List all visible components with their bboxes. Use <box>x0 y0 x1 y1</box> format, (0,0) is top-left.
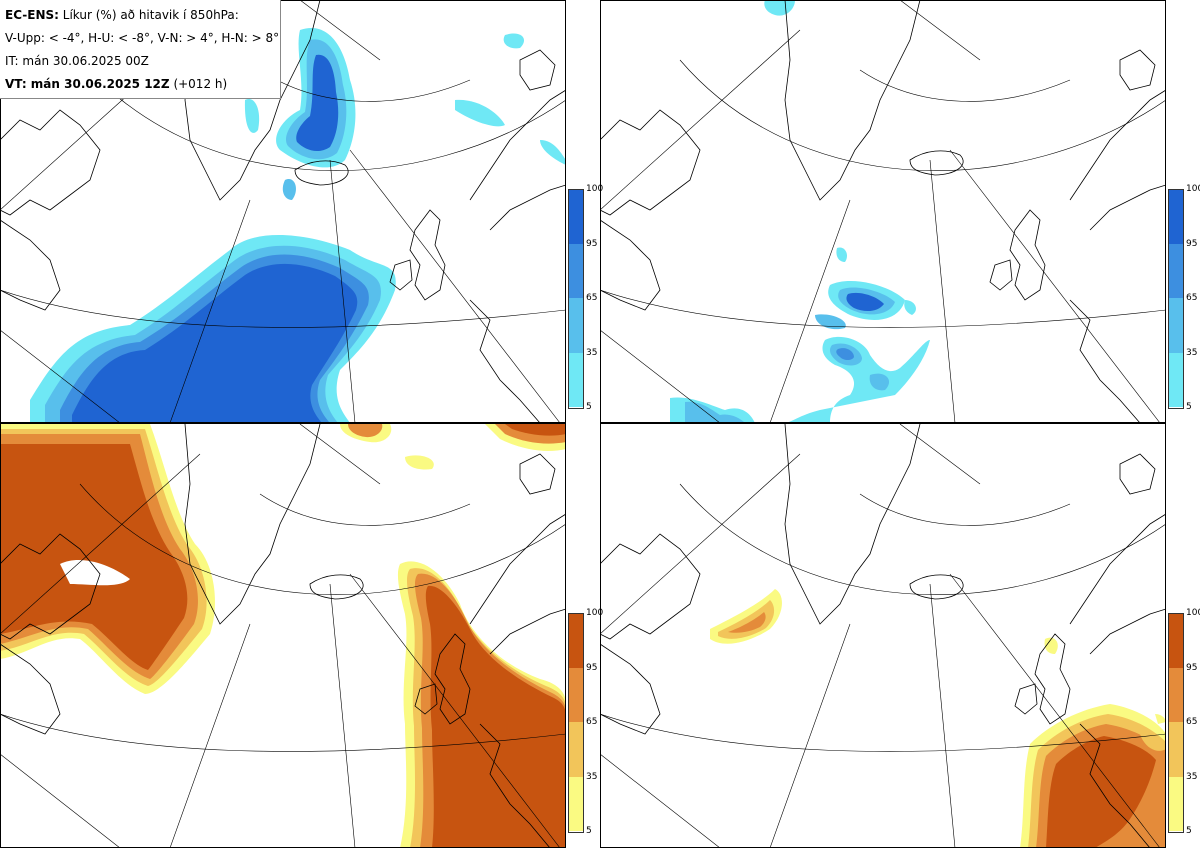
lead-time: (+012 h) <box>173 77 228 91</box>
probability-field-cold <box>670 0 930 423</box>
map-panel-top-right <box>600 0 1166 423</box>
colorbar-tick-label: 35 <box>586 348 598 358</box>
legend-title-line: EC-ENS: Líkur (%) að hitavik í 850hPa: <box>5 4 275 27</box>
valid-time: VT: mán 30.06.2025 12Z <box>5 77 170 91</box>
colorbar-tick-label: 95 <box>1186 663 1198 673</box>
colorbar-segment <box>568 353 584 407</box>
colorbar-segment <box>1168 668 1184 722</box>
colorbar-tick-label: 35 <box>1186 348 1198 358</box>
colorbar-cold-top-left: 100 95 65 35 5 <box>568 185 603 412</box>
colorbar-segment <box>568 668 584 722</box>
colorbar-tick-label: 100 <box>586 184 604 194</box>
graticule <box>600 0 1166 423</box>
colorbar-tick-label: 5 <box>1186 826 1192 836</box>
colorbar-segment <box>568 189 584 244</box>
model-name: EC-ENS: <box>5 8 59 22</box>
colorbar-tick-label: 100 <box>586 608 604 618</box>
coastlines <box>600 0 1166 423</box>
colorbar-segment <box>1168 244 1184 298</box>
colorbar-tick-label: 100 <box>1186 608 1200 618</box>
colorbar-tick-label: 35 <box>586 772 598 782</box>
map-panel-bottom-left <box>0 424 566 848</box>
probability-map-top-right <box>600 0 1166 423</box>
colorbar-tick-label: 5 <box>586 826 592 836</box>
colorbar-segment <box>568 777 584 831</box>
product-description: Líkur (%) að hitavik í 850hPa: <box>62 8 239 22</box>
colorbar-segment <box>1168 189 1184 244</box>
colorbar-segment <box>1168 298 1184 353</box>
colorbar-segment <box>568 722 584 777</box>
probability-field-warm <box>0 424 566 848</box>
colorbar-segment <box>1168 722 1184 777</box>
colorbar-segment <box>568 613 584 668</box>
probability-field-warm <box>710 589 1166 848</box>
colorbar-segment <box>1168 777 1184 831</box>
colorbar-tick-label: 65 <box>1186 293 1198 303</box>
valid-time-line: VT: mán 30.06.2025 12Z (+012 h) <box>5 73 275 96</box>
legend-box: EC-ENS: Líkur (%) að hitavik í 850hPa: V… <box>0 0 281 99</box>
colorbar-tick-label: 5 <box>586 402 592 412</box>
colorbar-tick-label: 65 <box>1186 717 1198 727</box>
colorbar-tick-label: 100 <box>1186 184 1200 194</box>
colorbar-warm-bottom-left: 100 95 65 35 5 <box>568 609 603 836</box>
colorbar-tick-label: 65 <box>586 717 598 727</box>
colorbar-warm-bottom-right: 100 95 65 35 5 <box>1168 609 1200 836</box>
colorbar-tick-label: 95 <box>586 663 598 673</box>
threshold-definitions: V-Upp: < -4°, H-U: < -8°, V-N: > 4°, H-N… <box>5 31 280 45</box>
map-panel-bottom-right <box>600 424 1166 848</box>
colorbar-tick-label: 65 <box>586 293 598 303</box>
colorbar-segment <box>568 298 584 353</box>
colorbar-tick-label: 95 <box>586 239 598 249</box>
colorbar-segment <box>1168 353 1184 407</box>
probability-map-bottom-left <box>0 424 566 848</box>
colorbar-cold-top-right: 100 95 65 35 5 <box>1168 185 1200 412</box>
colorbar-segment <box>568 244 584 298</box>
probability-map-bottom-right <box>600 424 1166 848</box>
colorbar-tick-label: 35 <box>1186 772 1198 782</box>
colorbar-tick-label: 5 <box>1186 402 1192 412</box>
colorbar-tick-label: 95 <box>1186 239 1198 249</box>
colorbar-segment <box>1168 613 1184 668</box>
init-time: IT: mán 30.06.2025 00Z <box>5 54 149 68</box>
